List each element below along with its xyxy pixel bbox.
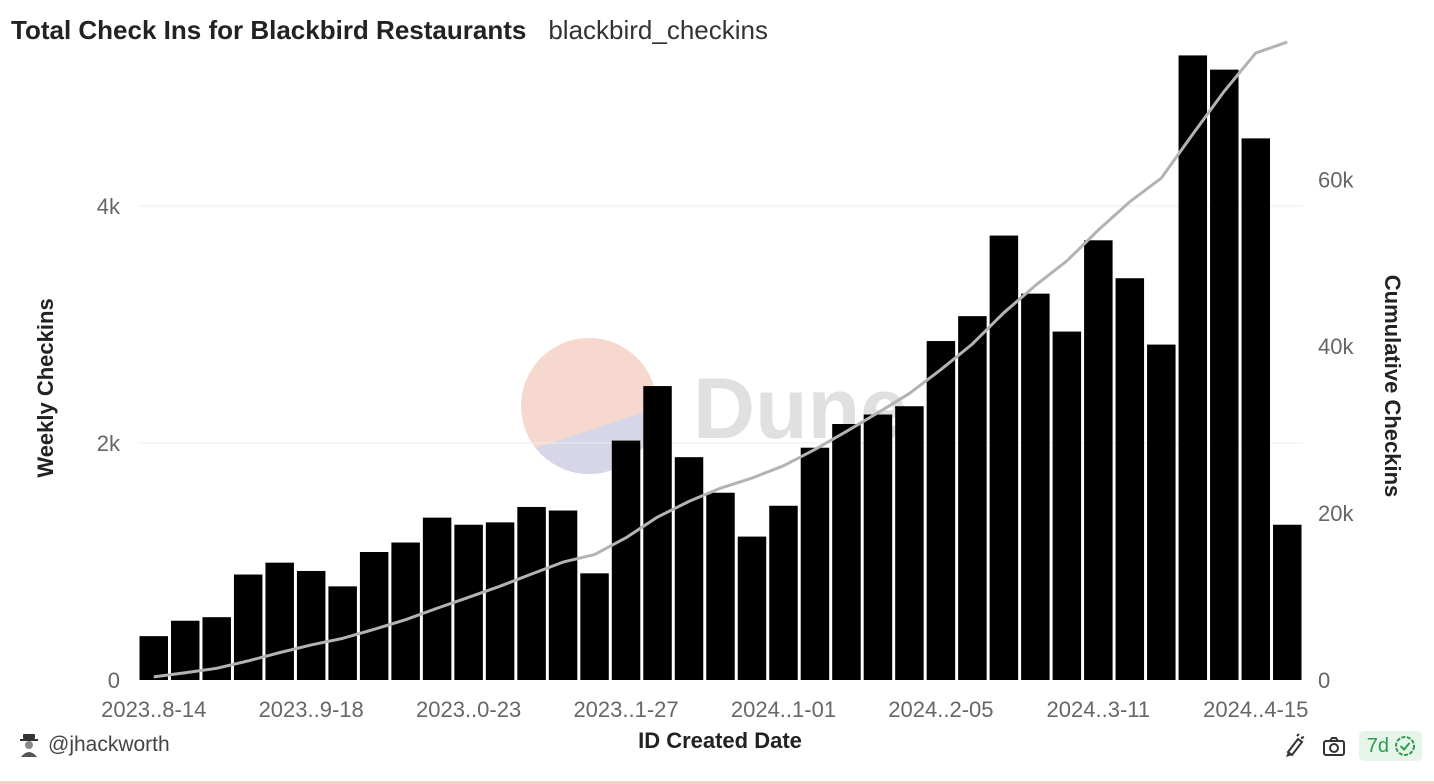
bar[interactable] bbox=[800, 447, 830, 680]
bar[interactable] bbox=[265, 562, 294, 680]
y-tick-label: 0 bbox=[108, 668, 120, 693]
footer-actions: 7d bbox=[1267, 731, 1422, 761]
bar[interactable] bbox=[422, 517, 452, 680]
bar[interactable] bbox=[454, 524, 483, 680]
author[interactable]: @jhackworth bbox=[18, 733, 170, 757]
bar[interactable] bbox=[926, 341, 956, 680]
bar[interactable] bbox=[895, 406, 924, 680]
refresh-badge[interactable]: 7d bbox=[1358, 731, 1422, 761]
x-axis-title: ID Created Date bbox=[638, 728, 802, 753]
cumulative-line[interactable] bbox=[153, 40, 1288, 679]
y2-tick-label: 0 bbox=[1318, 668, 1330, 693]
chart-title: Total Check Ins for Blackbird Restaurant… bbox=[11, 14, 527, 45]
y2-axis-title: Cumulative Checkins bbox=[1380, 275, 1405, 498]
bar[interactable] bbox=[1241, 138, 1271, 681]
x-tick-label: 2024..3-11 bbox=[1047, 697, 1151, 722]
y-tick-label: 2k bbox=[97, 431, 121, 456]
x-tick-label: 2023..0-23 bbox=[416, 697, 521, 722]
bar[interactable] bbox=[674, 457, 704, 680]
x-tick-label: 2024..4-15 bbox=[1203, 697, 1308, 722]
x-tick-label: 2023..1-27 bbox=[573, 697, 678, 722]
check-badge-icon bbox=[1395, 736, 1415, 756]
x-tick-label: 2023..9-18 bbox=[259, 697, 364, 722]
y-axis-title: Weekly Checkins bbox=[33, 298, 58, 477]
bar[interactable] bbox=[485, 522, 515, 680]
bar[interactable] bbox=[328, 586, 357, 680]
bar[interactable] bbox=[1052, 331, 1082, 680]
author-username: @jhackworth bbox=[48, 733, 170, 756]
x-tick-label: 2023..8-14 bbox=[101, 697, 206, 722]
y2-tick-label: 40k bbox=[1318, 334, 1354, 359]
bar[interactable] bbox=[1084, 240, 1113, 680]
refresh-interval: 7d bbox=[1366, 734, 1389, 757]
edit-icon[interactable] bbox=[1281, 733, 1307, 759]
bar[interactable] bbox=[359, 552, 389, 680]
y2-tick-label: 60k bbox=[1318, 167, 1354, 192]
bar[interactable] bbox=[1021, 293, 1050, 680]
bar[interactable] bbox=[517, 506, 546, 680]
bar[interactable] bbox=[580, 573, 609, 680]
bar[interactable] bbox=[863, 414, 893, 680]
bar[interactable] bbox=[1178, 55, 1208, 680]
bar[interactable] bbox=[1115, 278, 1145, 680]
bar[interactable] bbox=[1147, 344, 1176, 680]
bar[interactable] bbox=[391, 542, 420, 680]
y-tick-label: 4k bbox=[97, 194, 121, 219]
bar[interactable] bbox=[611, 440, 641, 680]
chart-header: Total Check Ins for Blackbird Restaurant… bbox=[11, 12, 768, 48]
avatar-icon bbox=[20, 734, 38, 757]
bottom-accent-strip bbox=[0, 781, 1434, 784]
query-name[interactable]: blackbird_checkins bbox=[548, 14, 768, 45]
bar[interactable] bbox=[643, 386, 672, 680]
bar[interactable] bbox=[296, 570, 326, 680]
bar[interactable] bbox=[958, 316, 987, 680]
bar[interactable] bbox=[989, 235, 1019, 681]
bar[interactable] bbox=[548, 510, 578, 680]
bar[interactable] bbox=[139, 636, 168, 680]
y2-tick-label: 20k bbox=[1318, 501, 1354, 526]
x-tick-label: 2024..1-01 bbox=[731, 697, 836, 722]
bar[interactable] bbox=[769, 505, 798, 680]
bar[interactable] bbox=[1210, 69, 1239, 680]
bar[interactable] bbox=[1273, 524, 1302, 680]
x-tick-label: 2024..2-05 bbox=[888, 697, 993, 722]
bar[interactable] bbox=[737, 536, 767, 680]
bar[interactable] bbox=[706, 492, 735, 680]
camera-icon[interactable] bbox=[1321, 733, 1347, 759]
bar[interactable] bbox=[832, 424, 861, 680]
